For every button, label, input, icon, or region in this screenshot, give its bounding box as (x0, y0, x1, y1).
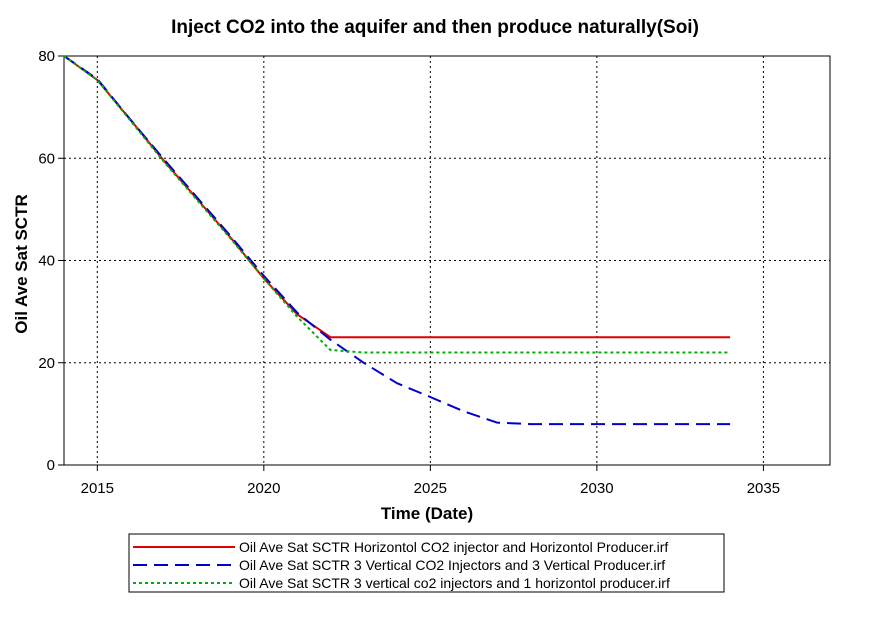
y-tick-label: 60 (38, 150, 55, 167)
y-axis-label: Oil Ave Sat SCTR (12, 194, 31, 334)
legend-label-1: Oil Ave Sat SCTR Horizontol CO2 injector… (239, 539, 668, 555)
legend-box (128, 533, 725, 593)
x-tick-label: 2015 (81, 480, 114, 497)
chart-title: Inject CO2 into the aquifer and then pro… (171, 17, 699, 38)
legend-label-2: Oil Ave Sat SCTR 3 Vertical CO2 Injector… (239, 557, 665, 573)
y-tick-label: 40 (38, 253, 55, 270)
series-line-3 (63, 55, 731, 354)
x-tick-label: 2025 (414, 480, 447, 497)
x-axis-label: Time (Date) (381, 504, 473, 523)
x-axis: 2015 2020 2025 2030 2035 (81, 465, 780, 497)
y-axis: 0 20 40 60 80 (38, 48, 64, 474)
x-tick-label: 2035 (747, 480, 780, 497)
series-line-2 (63, 55, 731, 426)
y-tick-label: 0 (47, 457, 55, 474)
series-lines (63, 55, 731, 426)
grid (64, 56, 830, 465)
y-tick-label: 80 (38, 48, 55, 65)
legend-label-3: Oil Ave Sat SCTR 3 vertical co2 injector… (239, 575, 670, 591)
x-tick-label: 2020 (247, 480, 280, 497)
y-tick-label: 20 (38, 355, 55, 372)
legend: Oil Ave Sat SCTR Horizontol CO2 injector… (128, 533, 725, 593)
x-tick-label: 2030 (580, 480, 613, 497)
series-line-1 (63, 55, 731, 339)
